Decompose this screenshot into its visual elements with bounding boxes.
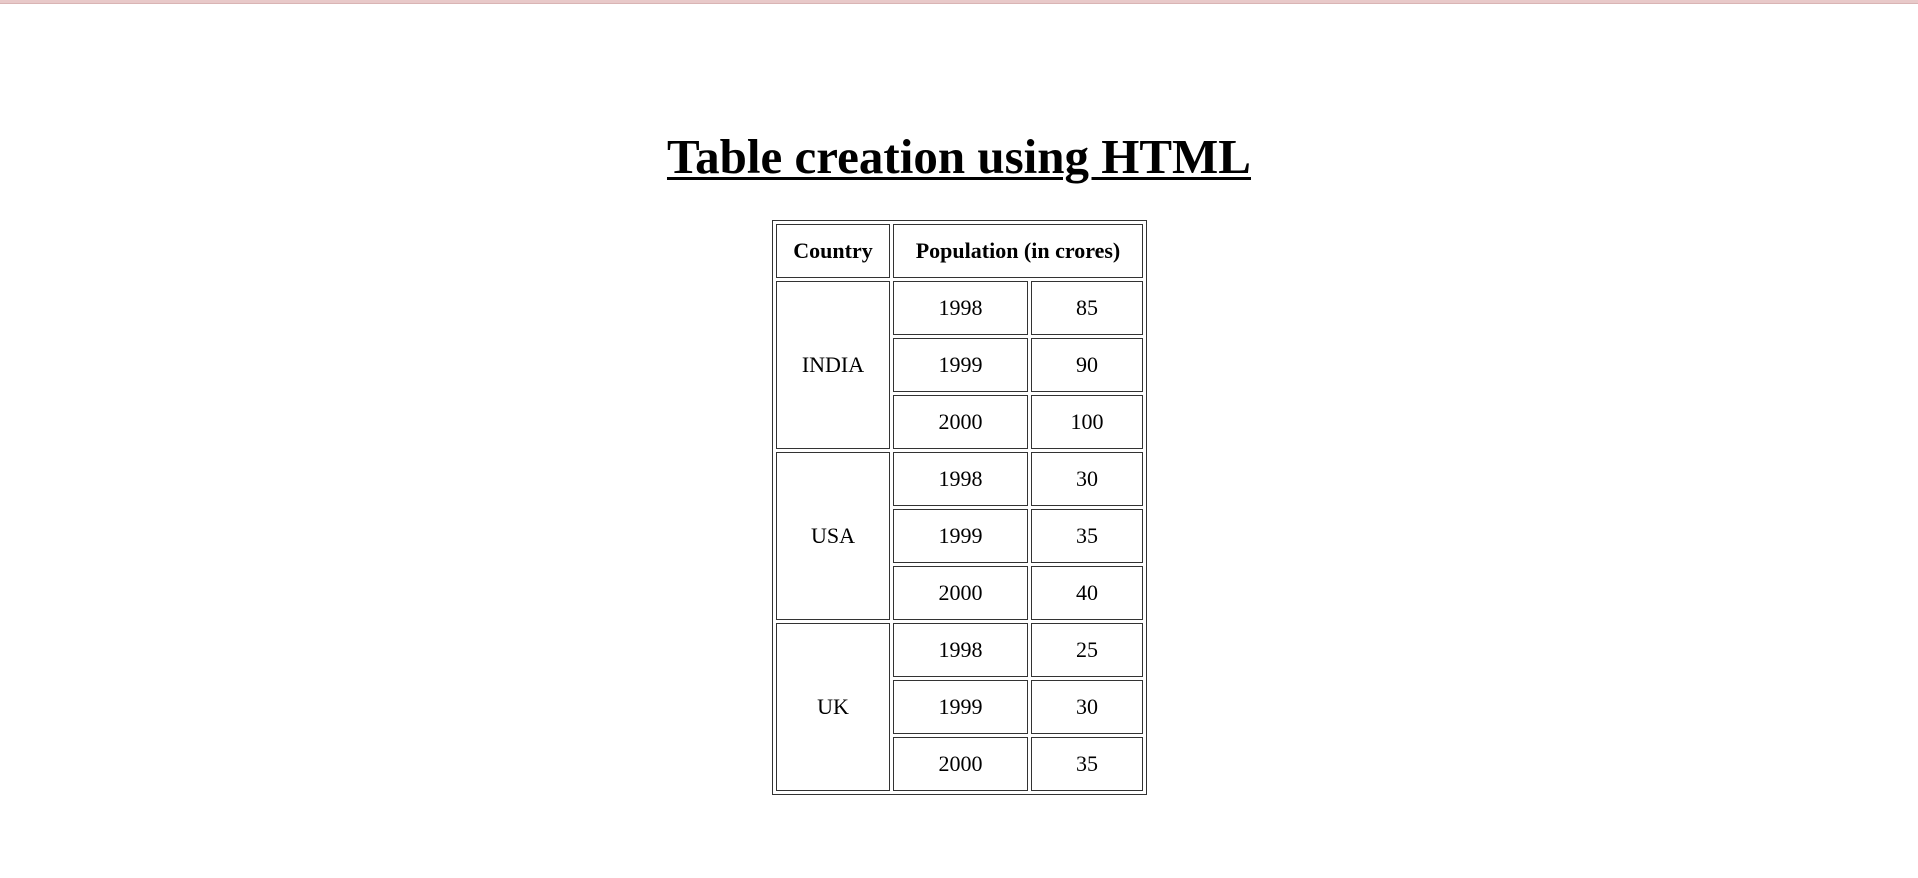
value-cell: 25: [1031, 623, 1143, 677]
top-border: [0, 0, 1918, 4]
population-table: Country Population (in crores) INDIA 199…: [772, 220, 1147, 795]
table-row: UK 1998 25: [776, 623, 1143, 791]
year-cell: 2000: [893, 395, 1028, 449]
page-title: Table creation using HTML: [666, 129, 1251, 184]
country-cell-uk: UK: [776, 623, 890, 791]
value-cell: 35: [1031, 737, 1143, 791]
country-cell-usa: USA: [776, 452, 890, 620]
table-row: USA 1998 30: [776, 452, 1143, 620]
value-cell: 100: [1031, 395, 1143, 449]
year-cell: 2000: [893, 566, 1028, 620]
value-cell: 40: [1031, 566, 1143, 620]
year-cell: 1999: [893, 680, 1028, 734]
table-row: 1999 35: [776, 509, 1143, 563]
year-cell: 1998: [893, 452, 1028, 506]
value-cell: 35: [1031, 509, 1143, 563]
table-row: 2000 40: [776, 566, 1143, 620]
value-cell: 30: [1031, 680, 1143, 734]
year-cell: 1998: [893, 623, 1028, 677]
year-cell: 1999: [893, 509, 1028, 563]
year-cell: 2000: [893, 737, 1028, 791]
header-country: Country: [776, 224, 890, 278]
table-row: 1999 30: [776, 680, 1143, 734]
table-row: 2000 35: [776, 737, 1143, 791]
header-population: Population (in crores): [893, 224, 1143, 278]
country-cell-india: INDIA: [776, 281, 890, 449]
table-row: 2000 100: [776, 395, 1143, 449]
table-row: 1999 90: [776, 338, 1143, 392]
table-container: Country Population (in crores) INDIA 199…: [772, 220, 1147, 795]
value-cell: 85: [1031, 281, 1143, 335]
value-cell: 90: [1031, 338, 1143, 392]
year-cell: 1998: [893, 281, 1028, 335]
header-row: Country Population (in crores): [776, 224, 1143, 278]
table-row: INDIA 1998 85: [776, 281, 1143, 449]
year-cell: 1999: [893, 338, 1028, 392]
value-cell: 30: [1031, 452, 1143, 506]
